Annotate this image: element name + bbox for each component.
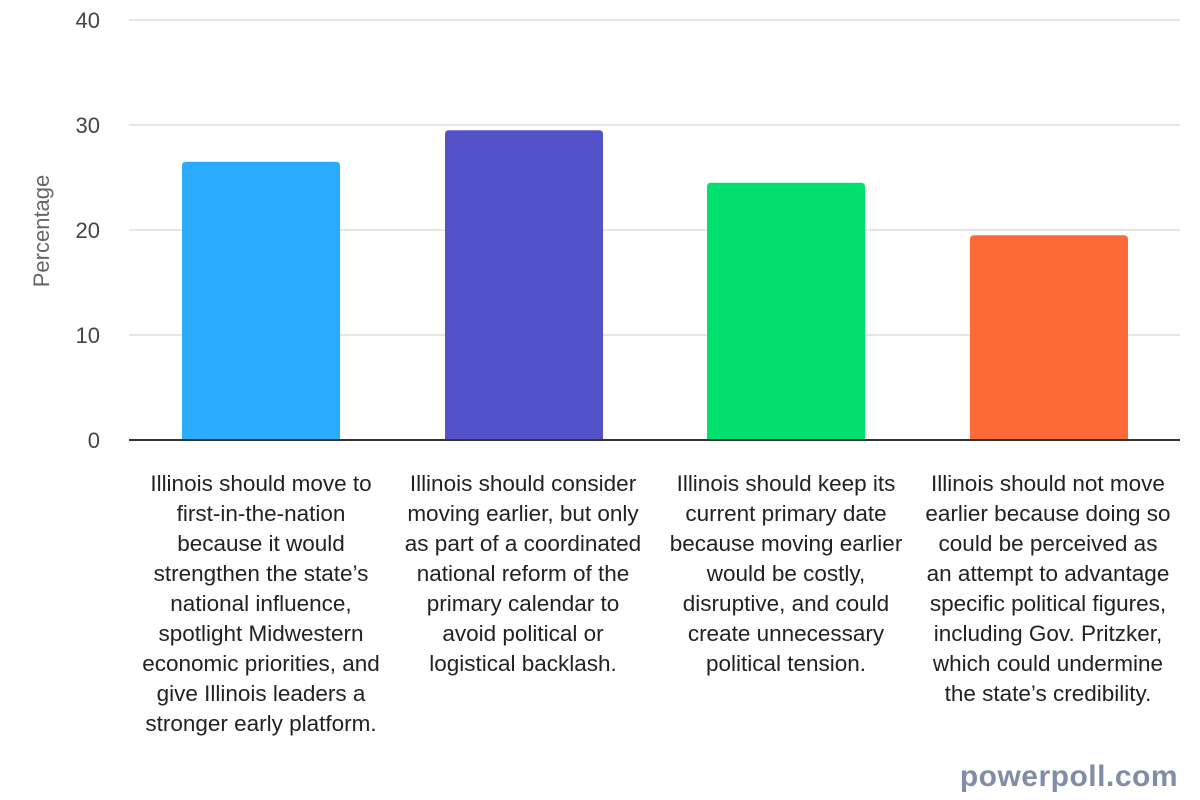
bars	[182, 130, 1128, 440]
category-label-1: Illinois should move to first-in-the-nat…	[142, 471, 380, 736]
y-tick-label: 20	[76, 218, 100, 243]
y-tick-label: 10	[76, 323, 100, 348]
category-label-2: Illinois should consider moving earlier,…	[404, 471, 642, 676]
y-axis-label: Percentage	[29, 175, 54, 288]
y-tick-label: 40	[76, 8, 100, 33]
y-tick-label: 30	[76, 113, 100, 138]
bar-3	[707, 182, 865, 440]
bar-4	[970, 235, 1128, 440]
category-label-4: Illinois should not move earlier because…	[925, 471, 1171, 706]
y-axis-ticks: 0 10 20 30 40	[76, 8, 100, 453]
y-tick-label: 0	[88, 428, 100, 453]
bar-1	[182, 161, 340, 440]
category-label-3: Illinois should keep its current primary…	[669, 471, 903, 676]
watermark: powerpoll.com	[959, 760, 1178, 793]
bar-2	[445, 130, 603, 440]
